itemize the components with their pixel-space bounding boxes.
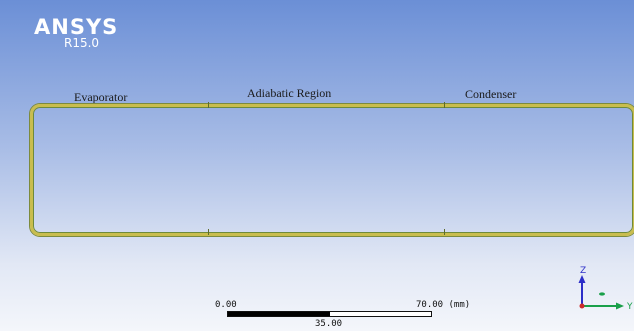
region-label-evaporator: Evaporator (74, 90, 128, 104)
ansys-logo: ANSYS R15.0 (34, 16, 118, 49)
region-divider-adiabatic-condenser-top (444, 102, 445, 108)
region-label-condenser: Condenser (465, 87, 517, 101)
region-divider-adiabatic-condenser-bottom (444, 229, 445, 235)
region-divider-evaporator-adiabatic-top (208, 102, 209, 108)
triad-rotation-handle (599, 292, 605, 296)
triad-z-arrow (578, 275, 586, 283)
triad-y-label: Y (626, 302, 633, 312)
scale-min-label: 0.00 (215, 300, 237, 310)
triad-x-axis-dot (579, 303, 585, 309)
region-label-adiabatic: Adiabatic Region (247, 86, 332, 100)
scale-mid-label: 35.00 (315, 319, 343, 329)
scale-ruler-fill (228, 312, 330, 316)
logo-name: ANSYS (34, 15, 119, 39)
triad-z-label: Z (580, 266, 586, 276)
region-divider-evaporator-adiabatic-bottom (208, 229, 209, 235)
scale-ruler (227, 311, 432, 317)
scale-max-label: 70.00 (mm) (416, 300, 471, 310)
coordinate-triad-icon[interactable]: Z Y (566, 262, 634, 322)
triad-y-arrow (616, 302, 624, 310)
logo-version: R15.0 (64, 36, 100, 50)
heat-pipe-geometry[interactable] (30, 104, 634, 236)
